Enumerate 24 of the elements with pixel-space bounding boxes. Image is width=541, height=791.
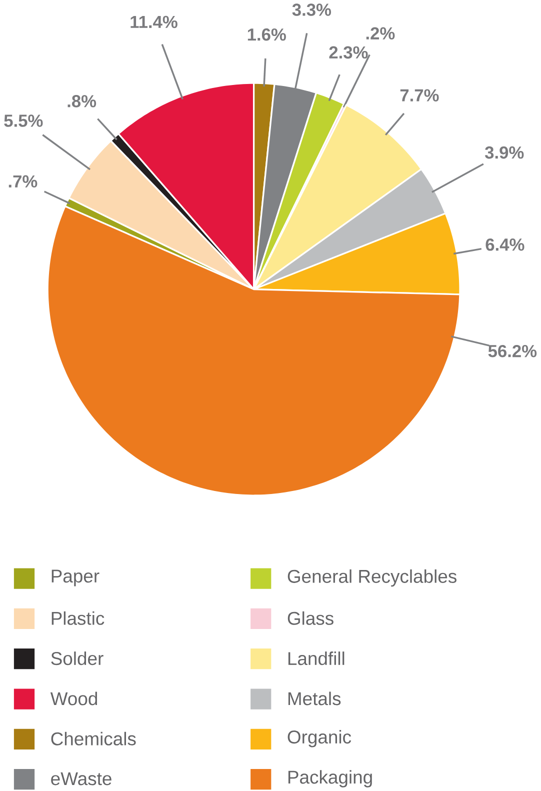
- data-label: 2.3%: [329, 46, 368, 59]
- data-label: .8%: [68, 95, 96, 108]
- legend-label: Organic: [288, 730, 352, 748]
- legend-label: Landfill: [288, 652, 344, 666]
- legend-label: Packaging: [288, 770, 372, 788]
- data-label: 1.6%: [248, 28, 286, 41]
- data-label: 5.5%: [4, 114, 43, 127]
- legend-label: Metals: [288, 692, 341, 706]
- data-label: 3.9%: [485, 146, 524, 159]
- data-label: .2%: [366, 27, 395, 40]
- legend-label: Paper: [52, 570, 100, 586]
- data-label: 3.3%: [292, 4, 332, 16]
- data-label: 11.4%: [130, 16, 178, 28]
- data-label: 56.2%: [488, 344, 537, 358]
- legend-label: General Recyclables: [288, 569, 457, 587]
- legend-label: Plastic: [52, 611, 104, 625]
- legend-label: eWaste: [51, 772, 112, 786]
- legend-label: Solder: [51, 652, 104, 666]
- data-label: .7%: [9, 175, 38, 188]
- legend-label: Wood: [50, 692, 98, 706]
- data-label: 7.7%: [400, 89, 439, 102]
- data-label: 6.4%: [486, 238, 524, 251]
- legend-label: Chemicals: [51, 732, 136, 746]
- legend-label: Glass: [288, 611, 334, 625]
